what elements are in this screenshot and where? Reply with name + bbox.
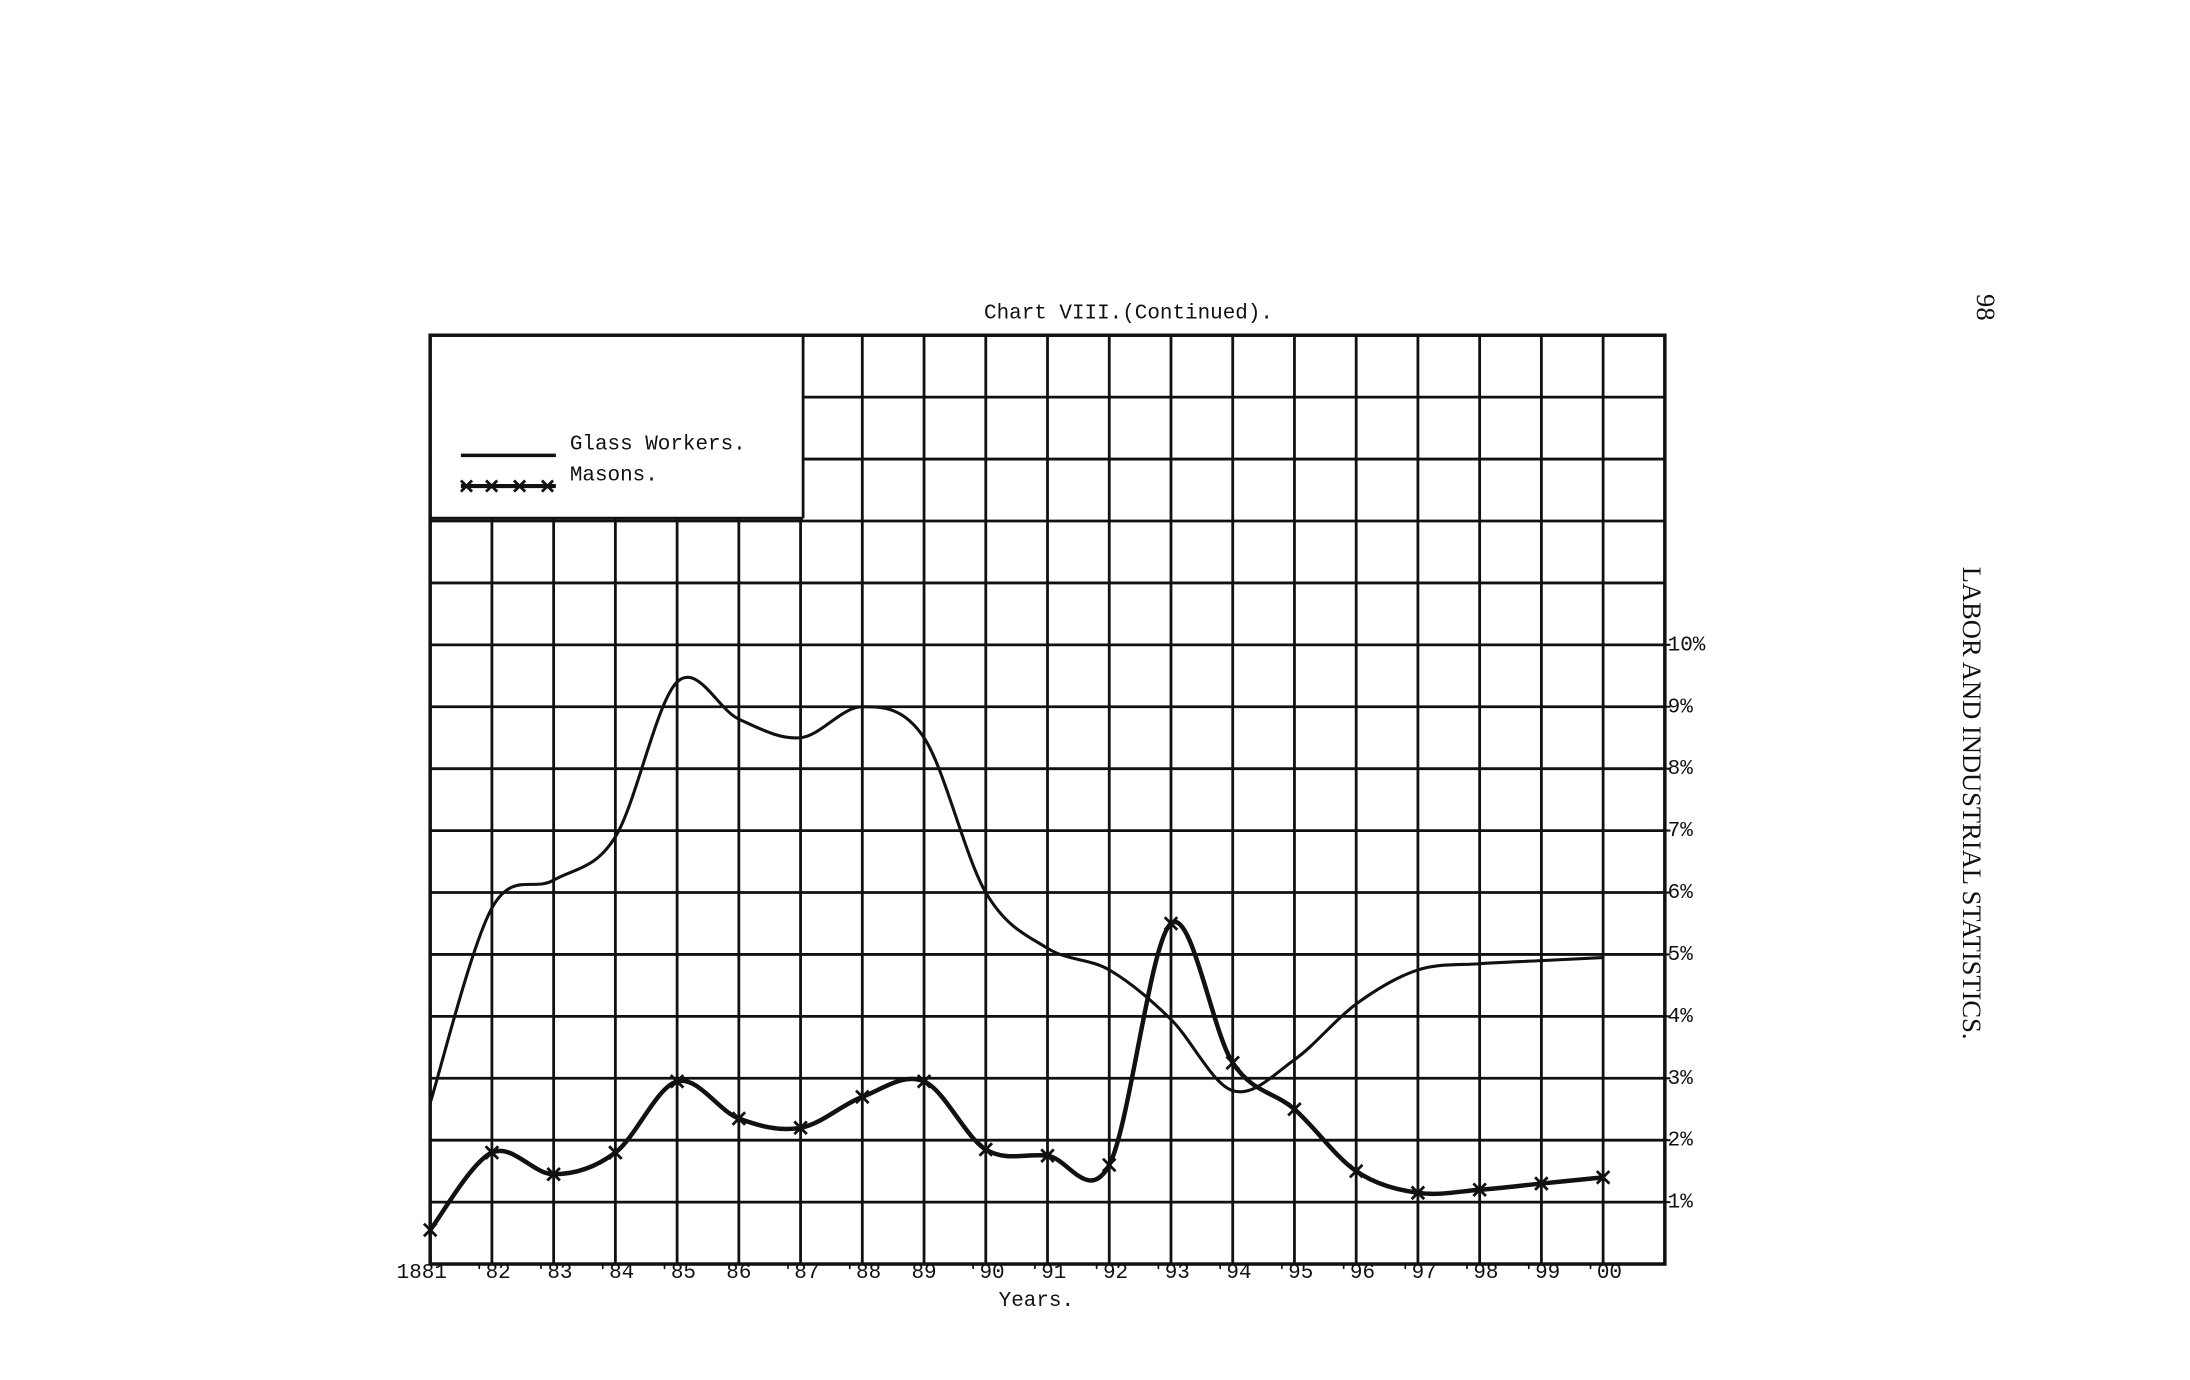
marker bbox=[731, 1111, 747, 1126]
x-axis-label: Years. bbox=[999, 1290, 1074, 1313]
y-tick-label: 5% bbox=[1668, 944, 1694, 967]
marker bbox=[546, 1166, 561, 1182]
x-tick-label: '90 bbox=[967, 1262, 1005, 1285]
x-tick-label: '97 bbox=[1399, 1262, 1437, 1285]
x-tick-label: '82 bbox=[473, 1262, 511, 1285]
legend-marker bbox=[512, 479, 527, 493]
marker bbox=[793, 1120, 808, 1136]
x-tick-label: '92 bbox=[1090, 1262, 1128, 1285]
y-tick-label: 2% bbox=[1668, 1130, 1694, 1153]
y-tick-label: 9% bbox=[1668, 696, 1694, 719]
marker bbox=[1595, 1170, 1611, 1185]
x-tick-label: '98 bbox=[1461, 1262, 1499, 1285]
page-number: 98 bbox=[1971, 294, 2001, 321]
legend-marker bbox=[485, 479, 499, 493]
x-tick-label: '87 bbox=[782, 1262, 820, 1285]
y-tick-label: 7% bbox=[1668, 820, 1694, 843]
marker bbox=[608, 1145, 623, 1160]
marker bbox=[1163, 916, 1179, 931]
x-tick-label: 1881 bbox=[397, 1262, 447, 1285]
y-tick-label: 4% bbox=[1668, 1006, 1694, 1029]
marker bbox=[1472, 1182, 1487, 1198]
chart-title: Chart VIII.(Continued). bbox=[984, 302, 1273, 325]
y-tick-label: 3% bbox=[1668, 1068, 1694, 1091]
legend-marker bbox=[459, 479, 474, 493]
marker bbox=[484, 1145, 500, 1160]
legend-marker bbox=[540, 479, 555, 493]
y-tick-label: 1% bbox=[1668, 1192, 1694, 1215]
marker bbox=[1410, 1185, 1426, 1201]
line-series bbox=[428, 919, 1604, 1232]
legend-label: Glass Workers. bbox=[570, 434, 746, 457]
x-tick-label: '94 bbox=[1214, 1262, 1252, 1285]
x-tick-label: '91 bbox=[1029, 1262, 1067, 1285]
marker bbox=[1225, 1055, 1240, 1071]
x-tick-label: 86 bbox=[726, 1262, 751, 1285]
x-tick-label: '99 bbox=[1523, 1262, 1561, 1285]
x-tick-label: '88 bbox=[843, 1262, 881, 1285]
y-tick-label: 8% bbox=[1668, 758, 1694, 781]
y-tick-label: 10% bbox=[1668, 634, 1706, 657]
y-tick-label: 6% bbox=[1668, 882, 1694, 905]
x-tick-label: '96 bbox=[1337, 1262, 1375, 1285]
x-tick-label: '95 bbox=[1276, 1262, 1314, 1285]
marker bbox=[916, 1074, 932, 1089]
marker bbox=[1534, 1176, 1549, 1191]
x-tick-label: '00 bbox=[1584, 1262, 1622, 1285]
x-tick-label: '84 bbox=[597, 1262, 635, 1285]
x-tick-label: 89 bbox=[911, 1262, 936, 1285]
marker bbox=[1040, 1148, 1055, 1163]
legend-label: Masons. bbox=[570, 464, 658, 487]
marker bbox=[1101, 1157, 1117, 1173]
line-series bbox=[428, 675, 1604, 1104]
marker bbox=[978, 1142, 994, 1157]
x-tick-label: '85 bbox=[658, 1262, 696, 1285]
side-title: LABOR AND INDUSTRIAL STATISTICS. bbox=[1957, 567, 1987, 1040]
plot-frame bbox=[428, 333, 1667, 1266]
x-tick-label: '83 bbox=[535, 1262, 573, 1285]
x-tick-label: '93 bbox=[1152, 1262, 1190, 1285]
marker bbox=[855, 1089, 870, 1105]
marker bbox=[669, 1074, 685, 1089]
marker bbox=[1348, 1163, 1364, 1179]
marker bbox=[1287, 1101, 1302, 1117]
